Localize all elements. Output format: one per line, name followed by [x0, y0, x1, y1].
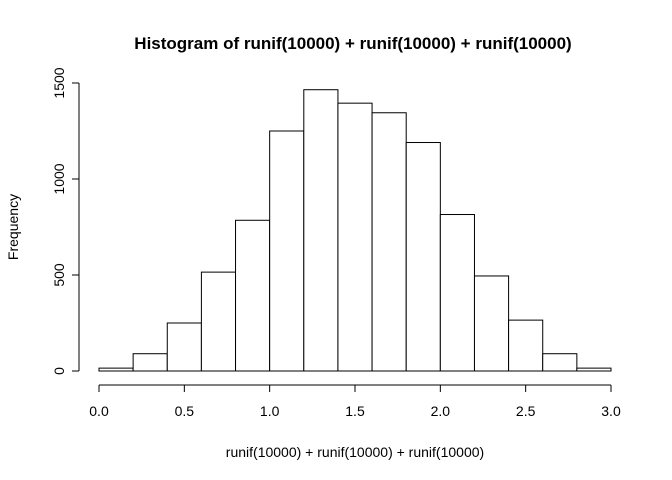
histogram-bar: [166, 322, 202, 372]
chart-title: Histogram of runif(10000) + runif(10000)…: [134, 34, 571, 53]
y-axis: 0 500 1000 1500: [51, 67, 80, 375]
histogram-bar: [235, 219, 271, 372]
histogram-bar: [371, 112, 407, 372]
x-axis-label: runif(10000) + runif(10000) + runif(1000…: [226, 444, 484, 460]
x-tick-label: 0.5: [175, 403, 195, 419]
histogram-bar: [473, 275, 510, 372]
bars-group: [98, 89, 612, 372]
histogram-bar: [542, 353, 578, 372]
y-tick-label: 1500: [51, 67, 67, 98]
y-tick-label: 1000: [51, 163, 67, 194]
x-axis: 0.0 0.5 1.0 1.5 2.0 2.5 3.0: [89, 384, 621, 419]
x-tick-label: 3.0: [601, 403, 621, 419]
histogram-bar: [98, 367, 134, 372]
histogram-bar: [303, 89, 339, 372]
x-tick-label: 2.0: [431, 403, 451, 419]
histogram-bar: [405, 142, 441, 372]
x-tick-label: 1.5: [345, 403, 365, 419]
y-tick-label: 500: [51, 263, 67, 287]
histogram-bar: [439, 214, 475, 372]
x-tick-label: 2.5: [516, 403, 536, 419]
x-tick-label: 0.0: [89, 403, 109, 419]
histogram-bar: [132, 353, 168, 372]
x-tick-label: 1.0: [260, 403, 280, 419]
y-tick-label: 0: [51, 367, 67, 375]
histogram-bar: [269, 130, 305, 372]
histogram-bar: [337, 102, 373, 372]
histogram-bar: [576, 367, 612, 372]
histogram-bar: [200, 271, 237, 372]
y-axis-label: Frequency: [5, 194, 21, 260]
histogram-bar: [508, 319, 544, 372]
